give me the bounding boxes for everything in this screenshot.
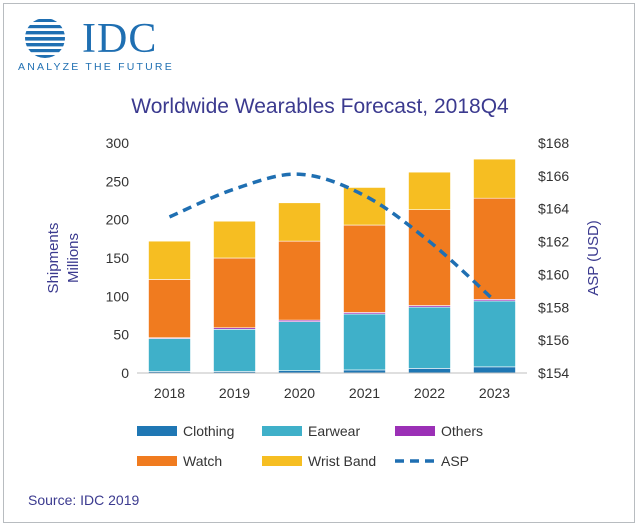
legend-swatch-earwear	[262, 426, 302, 436]
bar-earwear-2020	[278, 321, 321, 371]
legend-swatch-clothing	[137, 426, 177, 436]
bar-wrist-band-2020	[278, 202, 321, 242]
y-tick-label: 300	[106, 135, 130, 151]
y-tick-label: 0	[121, 365, 129, 381]
bar-wrist-band-2023	[473, 158, 516, 199]
bar-watch-2023	[473, 197, 516, 300]
legend-swatch-others	[395, 426, 435, 436]
x-tick-label: 2020	[284, 385, 315, 401]
bar-watch-2019	[213, 257, 256, 329]
y-tick-label: 250	[106, 173, 130, 189]
globe-icon	[25, 19, 65, 58]
bar-wrist-band-2019	[213, 220, 256, 259]
bar-watch-2018	[148, 279, 191, 339]
y-tick-label: 50	[113, 327, 129, 343]
y-axis-right: $154 $156 $158 $160 $162 $164 $166 $168	[538, 135, 569, 381]
y2-tick-label: $158	[538, 299, 569, 315]
bar-wrist-band-2022	[408, 171, 451, 210]
y2-tick-label: $160	[538, 266, 569, 282]
idc-logo: IDC ANALYZE THE FUTURE	[16, 14, 176, 76]
y-tick-label: 200	[106, 212, 130, 228]
bar-clothing-2022	[408, 368, 451, 374]
source-note: Source: IDC 2019	[28, 492, 140, 508]
bar-watch-2020	[278, 240, 321, 321]
chart-title: Worldwide Wearables Forecast, 2018Q4	[131, 95, 509, 118]
bar-earwear-2023	[473, 300, 516, 368]
asp-line-layer	[168, 172, 496, 303]
bar-watch-2022	[408, 209, 451, 306]
bar-layer	[148, 158, 516, 374]
legend-label-earwear: Earwear	[308, 423, 360, 439]
legend-label-asp: ASP	[441, 453, 469, 469]
bar-earwear-2021	[343, 313, 386, 371]
x-tick-label: 2023	[479, 385, 510, 401]
y-tick-label: 100	[106, 288, 130, 304]
legend-swatch-wrist-band	[262, 456, 302, 466]
legend: Clothing Earwear Others Watch Wrist Band ASP	[137, 423, 483, 469]
bar-earwear-2022	[408, 306, 451, 369]
x-axis: 2018 2019 2020 2021 2022 2023	[137, 372, 527, 401]
y-axis-left: 0 50 100 150 200 250 300	[106, 135, 130, 381]
y-tick-label: 150	[106, 250, 130, 266]
y2-tick-label: $166	[538, 168, 569, 184]
bar-clothing-2023	[473, 366, 516, 374]
legend-label-watch: Watch	[183, 453, 222, 469]
x-tick-label: 2021	[349, 385, 380, 401]
x-tick-label: 2018	[154, 385, 185, 401]
y-axis-title-line-2: Millions	[65, 233, 82, 283]
legend-label-others: Others	[441, 423, 483, 439]
logo-tagline: ANALYZE THE FUTURE	[18, 61, 174, 73]
y2-axis-title: ASP (USD)	[585, 220, 602, 296]
logo-wordmark: IDC	[82, 16, 158, 62]
legend-label-clothing: Clothing	[183, 423, 234, 439]
x-tick-label: 2022	[414, 385, 445, 401]
bar-earwear-2019	[213, 328, 256, 372]
bar-wrist-band-2018	[148, 240, 191, 280]
bar-wrist-band-2021	[343, 187, 386, 226]
asp-line	[168, 172, 496, 303]
y2-tick-label: $164	[538, 201, 569, 217]
legend-swatch-watch	[137, 456, 177, 466]
legend-label-wrist-band: Wrist Band	[308, 453, 376, 469]
y2-tick-label: $168	[538, 135, 569, 151]
bar-earwear-2018	[148, 338, 191, 372]
y2-tick-label: $162	[538, 234, 569, 250]
x-tick-label: 2019	[219, 385, 250, 401]
y2-tick-label: $154	[538, 365, 569, 381]
y2-tick-label: $156	[538, 332, 569, 348]
bar-watch-2021	[343, 224, 386, 313]
y-axis-title-line-1: Shipments	[45, 223, 62, 294]
